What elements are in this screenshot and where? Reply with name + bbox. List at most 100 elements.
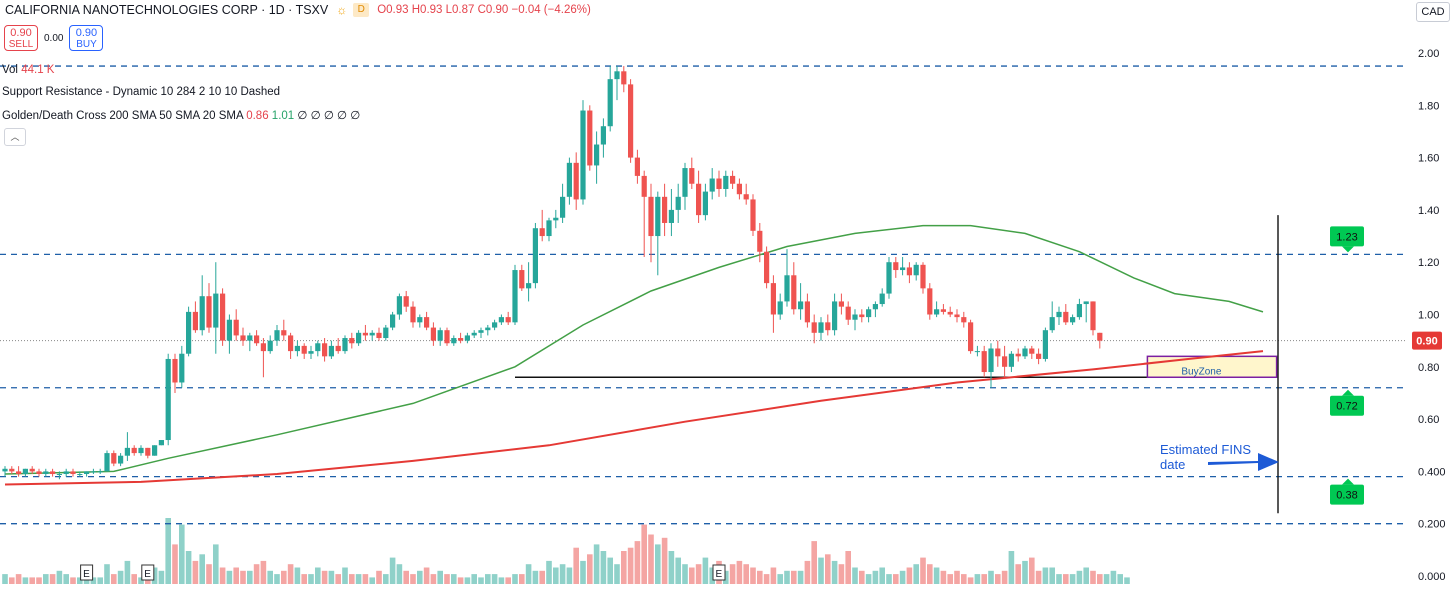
candle-body	[1070, 317, 1076, 323]
candle-body	[478, 330, 484, 333]
candle-body	[587, 110, 593, 166]
volume-bar	[131, 574, 137, 584]
buy-button[interactable]: 0.90 BUY	[69, 25, 104, 51]
candle-body	[403, 296, 409, 307]
candle-body	[492, 322, 498, 328]
candle-body	[70, 471, 76, 475]
candle-body	[179, 353, 185, 383]
candle-body	[288, 335, 294, 352]
candle-body	[186, 311, 192, 354]
sell-button[interactable]: 0.90 SELL	[4, 25, 38, 51]
currency-selector[interactable]: CAD	[1416, 2, 1450, 22]
volume-bar	[600, 551, 607, 584]
candle-body	[852, 314, 858, 320]
volume-bar	[893, 574, 899, 584]
gdc-legend[interactable]: Golden/Death Cross 200 SMA 50 SMA 20 SMA…	[2, 108, 360, 122]
volume-bar	[689, 567, 695, 584]
volume-bar	[675, 557, 681, 584]
candle-body	[247, 335, 253, 341]
candle-body	[777, 301, 783, 315]
volume-bar	[695, 564, 702, 584]
volume-bar	[1008, 551, 1015, 584]
volume-bar	[525, 564, 532, 584]
candle-body	[532, 228, 538, 284]
volume-bar	[172, 544, 178, 584]
candle-body	[702, 191, 708, 216]
volume-bar	[784, 570, 790, 584]
volume-bar	[185, 551, 192, 584]
candle-body	[784, 275, 790, 302]
candle-body	[104, 453, 110, 472]
volume-bar	[104, 564, 110, 584]
volume-bar	[859, 570, 865, 584]
volume-bar	[56, 570, 63, 584]
candle-body	[396, 296, 402, 315]
volume-bar	[2, 574, 8, 584]
volume-bar	[355, 574, 362, 584]
volume-legend[interactable]: Vol 44.1 K	[2, 64, 54, 76]
volume-bar	[206, 564, 212, 584]
candle-body	[655, 196, 661, 237]
candle-body	[376, 332, 382, 339]
volume-bar	[838, 564, 845, 584]
candle-body	[682, 168, 688, 197]
candle-body	[84, 471, 90, 475]
symbol-title[interactable]: CALIFORNIA NANOTECHNOLOGIES CORP · 1D · …	[5, 3, 329, 17]
candle-body	[206, 296, 212, 328]
earnings-marker-label: E	[144, 569, 151, 580]
candle-body	[934, 309, 940, 315]
volume-bar	[124, 560, 131, 584]
y-tick-label: 1.80	[1418, 100, 1439, 112]
sun-icon: ☼	[336, 3, 348, 17]
y-tick-label: 0.80	[1418, 362, 1439, 374]
last-price-tag-label: 0.90	[1416, 336, 1437, 348]
candle-body	[1097, 332, 1103, 341]
candle-body	[736, 183, 742, 195]
change-value: −0.04 (−4.26%)	[511, 4, 591, 16]
volume-bar	[165, 518, 171, 584]
volume-bar	[634, 541, 641, 584]
volume-bar	[614, 564, 620, 584]
delay-badge[interactable]: D	[353, 3, 370, 17]
candle-body	[866, 309, 872, 318]
candle-body	[1022, 348, 1028, 357]
volume-bar	[22, 577, 29, 584]
candle-body	[709, 178, 715, 192]
candle-body	[580, 110, 586, 200]
candle-body	[662, 196, 668, 223]
volume-bar	[995, 574, 1001, 584]
candle-body	[505, 317, 511, 323]
volume-bar	[872, 570, 879, 584]
volume-bar	[974, 574, 981, 584]
candle-body	[124, 447, 130, 456]
volume-bar	[1029, 557, 1035, 584]
volume-bar	[485, 574, 491, 584]
candle-body	[362, 332, 368, 336]
candle-body	[818, 322, 824, 333]
volume-bar	[403, 570, 409, 584]
sr-legend[interactable]: Support Resistance - Dynamic 10 284 2 10…	[2, 86, 281, 98]
buy-price: 0.90	[75, 27, 98, 39]
volume-bar	[627, 547, 634, 584]
volume-bar	[1035, 570, 1042, 584]
candle-body	[811, 322, 817, 333]
candle-body	[723, 175, 729, 189]
volume-bar	[430, 574, 437, 584]
candle-body	[764, 251, 770, 284]
volume-bar	[988, 570, 994, 584]
candle-body	[648, 196, 654, 237]
volume-bar	[471, 574, 477, 584]
chevron-up-icon[interactable]: ︿	[4, 128, 26, 146]
volume-bar	[36, 577, 42, 584]
candle-body	[335, 345, 341, 352]
candle-body	[152, 445, 158, 456]
candle-body	[444, 330, 450, 344]
candle-body	[1015, 353, 1021, 357]
candle-body	[981, 351, 987, 373]
candle-body	[226, 319, 232, 341]
volume-bar	[879, 567, 885, 584]
volume-bar	[899, 570, 906, 584]
candle-body	[886, 262, 892, 294]
